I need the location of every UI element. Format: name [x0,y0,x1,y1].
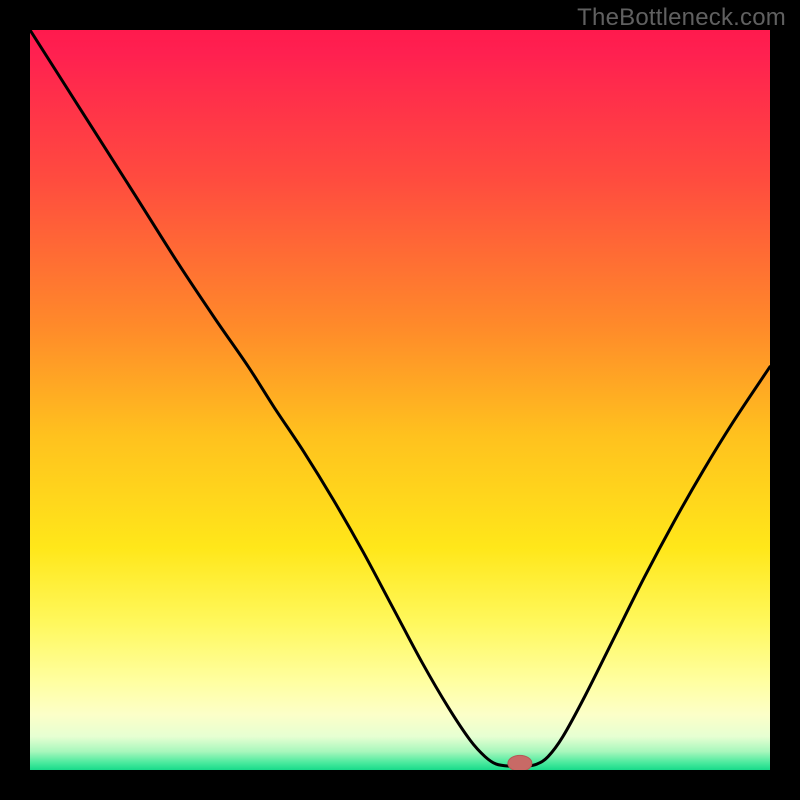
optimum-marker [508,755,532,771]
bottleneck-chart [0,0,800,800]
chart-stage: TheBottleneck.com [0,0,800,800]
watermark-text: TheBottleneck.com [577,4,786,32]
gradient-area [30,30,770,770]
